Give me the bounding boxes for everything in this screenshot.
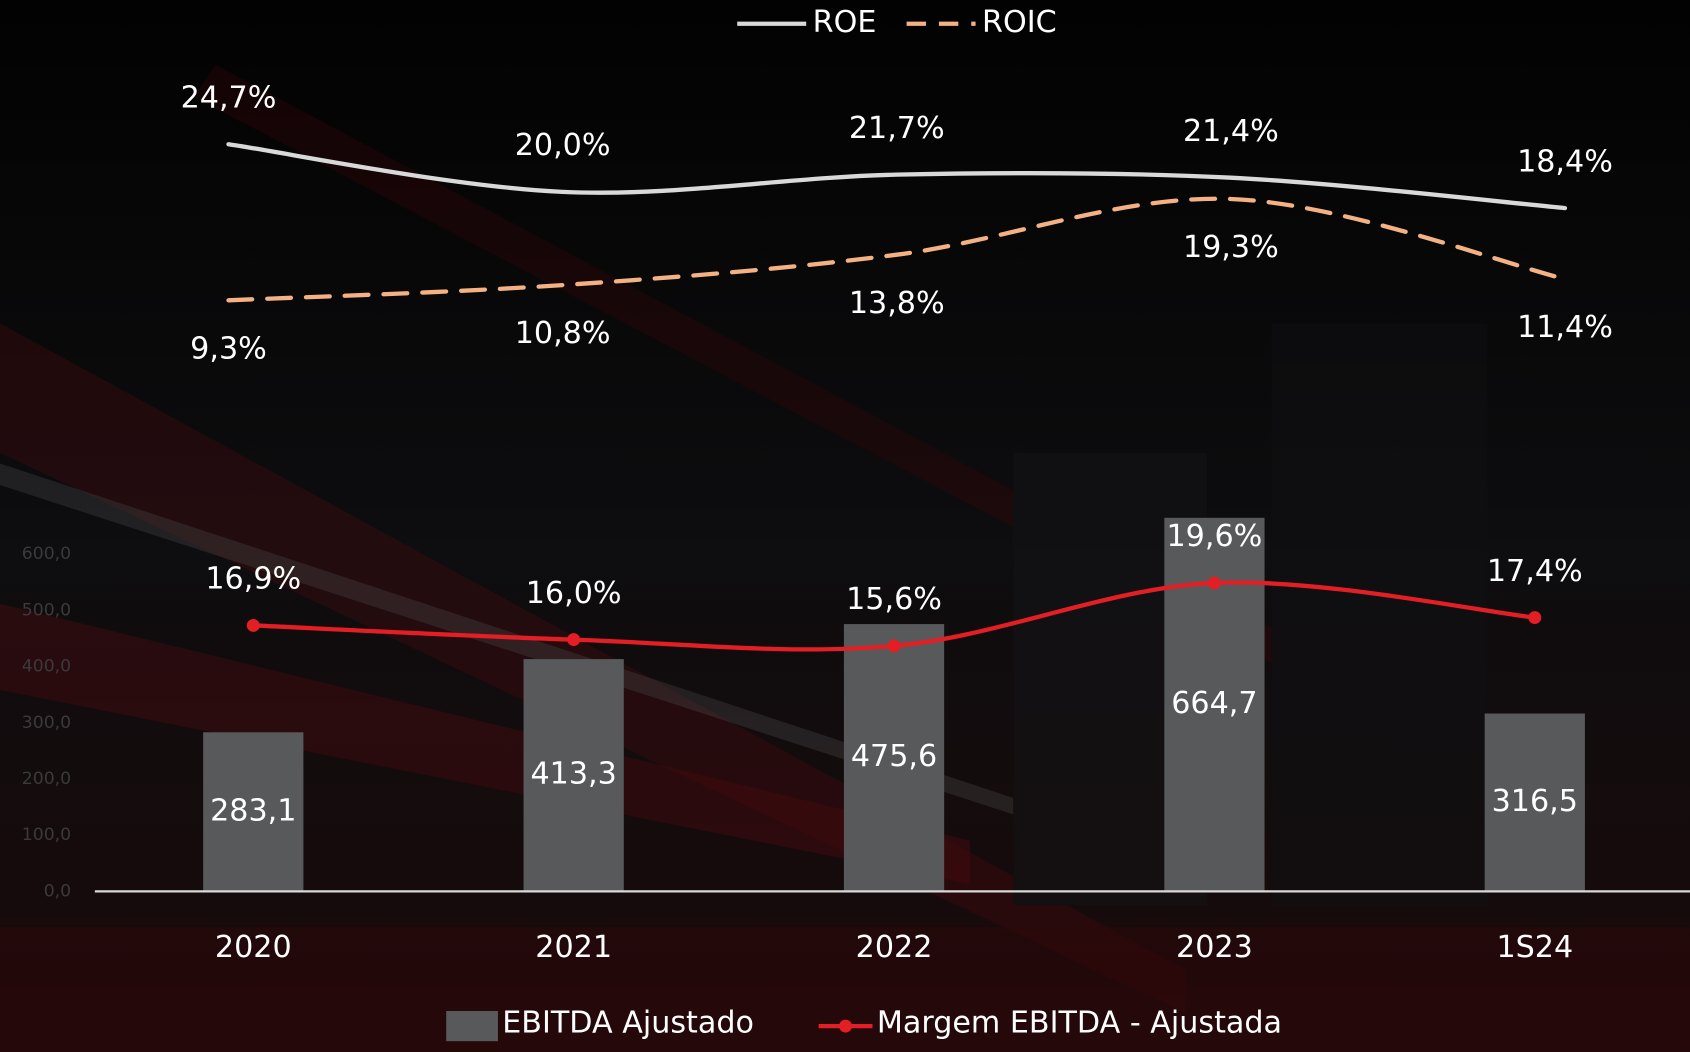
x-tick-label: 2021 (535, 930, 612, 965)
point (1528, 611, 1542, 625)
y-tick-label: 400,0 (22, 657, 71, 677)
point (887, 639, 901, 653)
line (226, 196, 1568, 303)
y-tick-label: 0,0 (44, 881, 71, 901)
point (1207, 576, 1221, 590)
data-label: 10,8% (515, 316, 611, 351)
data-label: 15,6% (846, 582, 942, 617)
data-label: 475,6 (851, 739, 937, 774)
data-label: 413,3 (530, 757, 616, 792)
y-tick-label: 100,0 (22, 825, 71, 845)
legend-label: ROIC (982, 5, 1057, 40)
data-label: 19,3% (1183, 230, 1279, 265)
bar (523, 659, 624, 892)
y-tick-label: 300,0 (22, 713, 71, 733)
data-label: 20,0% (515, 128, 611, 163)
legend-swatch (446, 1011, 498, 1042)
data-label: 13,8% (849, 286, 945, 321)
legend-label: ROE (813, 5, 877, 40)
data-label: 19,6% (1167, 519, 1263, 554)
data-label: 16,9% (205, 562, 301, 597)
y-tick-label: 200,0 (22, 769, 71, 789)
y-tick-label: 500,0 (22, 600, 71, 620)
x-tick-label: 2020 (215, 930, 292, 965)
data-label: 21,7% (849, 111, 945, 146)
data-label: 17,4% (1487, 554, 1583, 589)
data-label: 18,4% (1517, 144, 1613, 179)
data-label: 283,1 (210, 793, 296, 828)
bar (203, 732, 304, 892)
data-label: 21,4% (1183, 114, 1279, 149)
x-tick-label: 1S24 (1496, 930, 1573, 965)
x-tick-label: 2023 (1176, 930, 1253, 965)
plot: 24,7% 20,0% 21,7% 21,4% 18,4% 9,3% 10,8% 13,8% 1… (22, 5, 1690, 1042)
data-label: 664,7 (1171, 686, 1257, 721)
legend-label: EBITDA Ajustado (502, 1005, 754, 1040)
line (226, 142, 1568, 211)
legend-label: Margem EBITDA - Ajustada (877, 1005, 1282, 1040)
x-tick-label: 2022 (856, 930, 933, 965)
bar (1484, 713, 1585, 892)
legend-swatch (839, 1019, 853, 1033)
data-label: 316,5 (1492, 784, 1578, 819)
data-label: 9,3% (190, 331, 267, 366)
data-label: 11,4% (1517, 310, 1613, 345)
point (246, 618, 260, 632)
bar (843, 624, 945, 892)
data-label: 24,7% (181, 80, 277, 115)
y-tick-label: 600,0 (22, 544, 71, 564)
data-label: 16,0% (526, 576, 622, 611)
point (567, 633, 581, 647)
